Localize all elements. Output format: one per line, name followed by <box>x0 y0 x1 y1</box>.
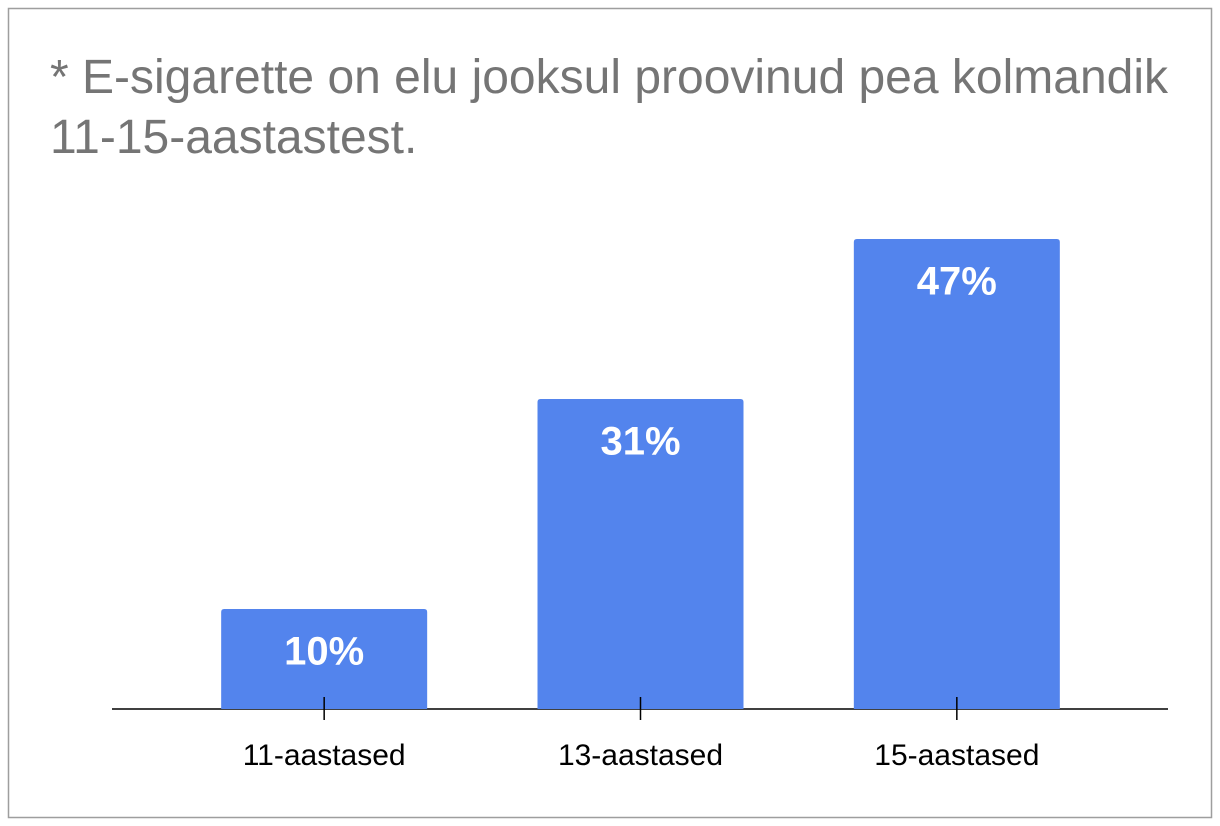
value-label: 47% <box>917 260 997 304</box>
chart-title: * E-sigarette on elu jooksul proovinud p… <box>50 51 1168 164</box>
value-label: 10% <box>284 630 364 674</box>
x-tick-label: 13-aastased <box>558 739 723 772</box>
bar <box>221 609 428 709</box>
value-label: 31% <box>600 420 680 464</box>
bar <box>853 239 1060 709</box>
bar <box>537 399 744 709</box>
x-tick-label: 15-aastased <box>874 739 1039 772</box>
x-tick-label: 11-aastased <box>243 739 406 772</box>
